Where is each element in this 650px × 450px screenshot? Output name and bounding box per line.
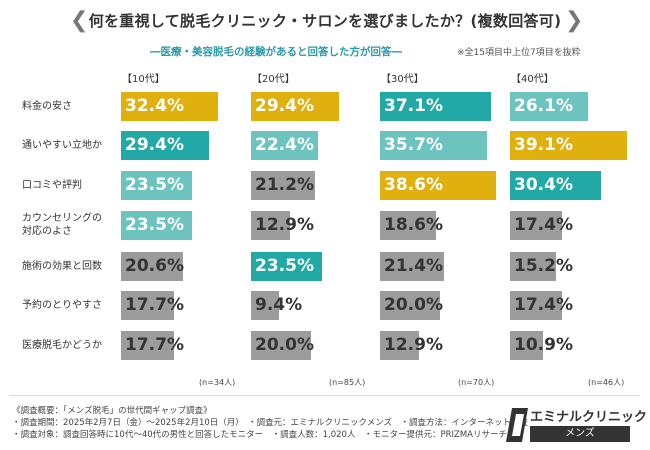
data-label: 21.4% [384,256,443,276]
category-label: 通いやすい立地か [22,139,102,152]
data-label: 26.1% [514,96,573,116]
category-label: 予約のとりやすさ [22,299,102,312]
bar [510,291,563,320]
bar [121,331,175,360]
bar [251,171,315,200]
data-label: 23.5% [255,256,314,276]
data-label: 23.5% [125,175,184,195]
series-n-label: (n=85人) [329,378,366,387]
footer-line: 《調査概要：「メンズ脱毛」の世代間ギャップ調査》 [12,406,212,416]
category-label-line: 通いやすい立地か [22,139,102,151]
data-label: 29.4% [255,96,314,116]
data-label: 32.4% [125,96,184,116]
series-header: 【30代】 [381,74,424,85]
data-label: 17.7% [125,335,184,355]
data-label: 29.4% [125,135,184,155]
bar [251,252,322,281]
data-label: 17.4% [514,215,573,235]
bar [251,211,290,240]
series-header: 【10代】 [122,74,165,85]
bar [380,92,492,121]
data-label: 20.0% [255,335,314,355]
divider [10,395,640,396]
data-label: 37.1% [384,96,443,116]
logo: エミナルクリニック メンズ [506,404,648,446]
category-label-line: 口コミや評判 [22,179,82,191]
bar [380,131,488,160]
bar [251,131,319,160]
bar [251,92,340,121]
footer-line: ・調査期間：2025年2月7日（金）〜2025年2月10日（月） ・調査元：エミ… [12,418,529,428]
data-label: 38.6% [384,175,443,195]
data-label: 30.4% [514,175,573,195]
bar [380,291,440,320]
bar [121,171,192,200]
series-n-label: (n=70人) [458,378,495,387]
data-label: 12.9% [255,215,314,235]
bar [510,171,602,200]
bar [380,252,445,281]
category-label-line: カウンセリングの [22,213,102,224]
bar [380,331,419,360]
logo-mark-icon [506,408,528,442]
data-label: 17.7% [125,295,184,315]
series-header: 【20代】 [252,74,295,85]
category-label: 医療脱毛かどうか [22,339,102,352]
data-label: 10.9% [514,335,573,355]
subtitle: ―医療・美容脱毛の経験があると回答した方が回答― [150,46,402,58]
page-title: 何を重視して脱毛クリニック・サロンを選びましたか？(複数回答可) [88,12,562,30]
category-label: カウンセリングの 対応のよさ [22,212,102,238]
bar [251,331,311,360]
series-header: 【40代】 [511,74,554,85]
bar [121,211,192,240]
data-label: 22.4% [255,135,314,155]
bar [510,252,556,281]
data-label: 23.5% [125,215,184,235]
bar [510,131,628,160]
data-label: 35.7% [384,135,443,155]
data-label: 12.9% [384,335,443,355]
bar [510,211,563,240]
footer-line: ・調査対象：調査回答時に10代〜40代の男性と回答したモニター ・調査人数：1,… [12,430,507,440]
category-label: 施術の効果と回数 [22,260,102,273]
data-label: 9.4% [255,295,303,315]
logo-sub: メンズ [530,426,630,442]
category-label: 口コミや評判 [22,179,82,192]
data-label: 20.0% [384,295,443,315]
category-label-line: 料金の安さ [22,100,72,112]
logo-name: エミナルクリニック [530,410,648,425]
bar [251,291,280,320]
category-label-line: 予約のとりやすさ [22,299,102,311]
data-label: 20.6% [125,256,184,276]
bar [121,92,219,121]
category-label-line: 施術の効果と回数 [22,260,102,272]
bar [121,252,183,281]
category-label-line: 対応のよさ [22,226,72,237]
data-label: 39.1% [514,135,573,155]
data-label: 18.6% [384,215,443,235]
laurel-left-icon: ❮ [70,8,89,33]
bar [121,131,210,160]
data-label: 17.4% [514,295,573,315]
category-label-line: 医療脱毛かどうか [22,339,102,351]
bar [380,211,436,240]
data-label: 15.2% [514,256,573,276]
series-n-label: (n=34人) [199,378,236,387]
series-n-label: (n=46人) [588,378,625,387]
laurel-right-icon: ❯ [565,8,584,33]
bar [510,331,543,360]
category-label: 料金の安さ [22,100,72,113]
bar [380,171,496,200]
bar [121,291,175,320]
note: ※全15項目中上位7項目を抜粋 [457,48,581,58]
bar [510,92,589,121]
footer: 《調査概要：「メンズ脱毛」の世代間ギャップ調査》 ・調査期間：2025年2月7日… [12,406,528,442]
data-label: 21.2% [255,175,314,195]
